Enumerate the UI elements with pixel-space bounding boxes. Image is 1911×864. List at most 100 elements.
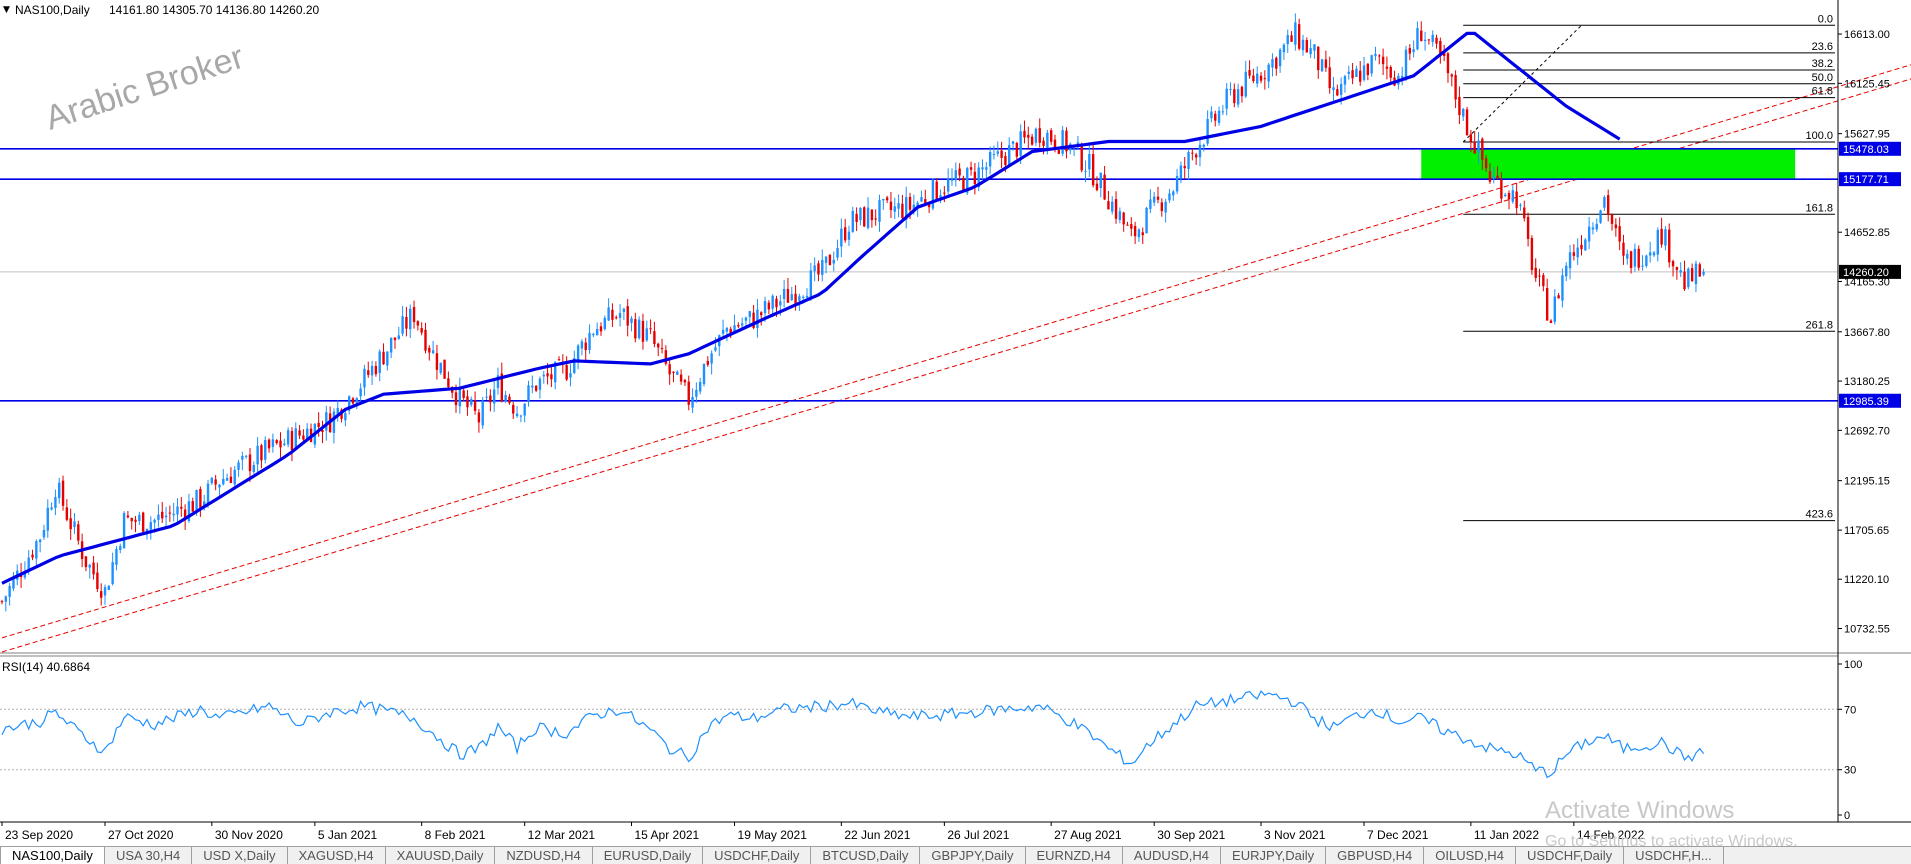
candle-body <box>1484 158 1488 169</box>
candle <box>1011 140 1015 151</box>
candle <box>4 595 8 612</box>
candle-body <box>222 478 225 485</box>
candle-body <box>1587 226 1591 242</box>
chart-tab[interactable]: USDCHF,Daily <box>1516 847 1625 864</box>
candle <box>73 513 76 535</box>
candle <box>1248 60 1251 79</box>
chart-tab[interactable]: XAGUSD,H4 <box>288 847 386 864</box>
candle <box>1702 268 1705 277</box>
chart-tab[interactable]: XAUUSD,Daily <box>386 847 496 864</box>
candle <box>1427 39 1431 45</box>
chart-tab[interactable]: EURJPY,Daily <box>1221 847 1327 864</box>
candle <box>1576 238 1579 265</box>
candle-body <box>1477 140 1480 153</box>
candle <box>363 364 366 396</box>
candle <box>1458 86 1461 125</box>
candle <box>286 427 290 448</box>
candle-body <box>538 378 542 390</box>
chart-tab[interactable]: GBPUSD,H4 <box>1326 847 1425 864</box>
chart-tab[interactable]: AUDUSD,H4 <box>1123 847 1222 864</box>
candle-body <box>927 204 931 208</box>
candle-body <box>1172 191 1175 196</box>
candle-body <box>966 168 969 193</box>
candle-body <box>325 412 328 431</box>
candle <box>214 474 217 491</box>
candle <box>653 321 656 348</box>
candle <box>1553 289 1556 325</box>
candle-body <box>611 309 614 320</box>
candle-body <box>225 477 229 481</box>
candle-body <box>286 430 290 445</box>
candle-body <box>1423 39 1427 41</box>
candle-body <box>725 327 729 332</box>
candle-body <box>737 325 740 327</box>
candle-body <box>954 170 958 181</box>
chart-tab[interactable]: EURUSD,Daily <box>593 847 704 864</box>
candle-body <box>1446 53 1450 74</box>
chart-tab[interactable]: USDCHF,H... <box>1624 847 1724 864</box>
candle-body <box>367 370 370 375</box>
candle <box>218 483 221 496</box>
candle-body <box>905 197 908 220</box>
candle <box>481 397 484 429</box>
candle-body <box>477 412 481 423</box>
candle <box>458 377 462 414</box>
candle-body <box>447 378 450 387</box>
level-price-tag <box>1839 393 1901 408</box>
candle <box>1503 192 1507 198</box>
candle-body <box>637 319 641 339</box>
candle <box>1412 40 1415 58</box>
candle-body <box>1332 87 1335 91</box>
candle-body <box>1561 275 1564 301</box>
candle-body <box>576 345 580 361</box>
candle-body <box>557 359 561 361</box>
candle <box>626 299 629 337</box>
candle-body <box>1049 130 1053 142</box>
chart-tab[interactable]: USA 30,H4 <box>105 847 193 864</box>
candle <box>1305 37 1309 53</box>
candle <box>496 367 500 395</box>
candle <box>588 324 591 354</box>
candle-body <box>1038 128 1041 143</box>
chart-tab[interactable]: GBPJPY,Daily <box>920 847 1026 864</box>
candle-body <box>691 396 694 408</box>
chart-tab[interactable]: BTCUSD,Daily <box>811 847 921 864</box>
chart-tab[interactable]: EURNZD,H4 <box>1026 847 1123 864</box>
candle-body <box>1565 265 1568 277</box>
candle <box>1603 195 1606 211</box>
candle-body <box>706 361 710 365</box>
candle-body <box>77 524 80 541</box>
candle-body <box>950 179 954 181</box>
candle <box>1294 13 1297 51</box>
candle <box>1172 190 1175 201</box>
candle <box>1278 47 1282 73</box>
candle <box>843 218 847 243</box>
candle-body <box>210 477 214 484</box>
candle <box>1477 132 1480 164</box>
candle-body <box>981 167 984 170</box>
candle-body <box>1362 65 1366 80</box>
candle <box>1637 245 1640 271</box>
candle-body <box>1404 49 1408 79</box>
chart-tab[interactable]: USDCHF,Daily <box>703 847 812 864</box>
chart-tab[interactable]: NAS100,Daily <box>0 847 105 864</box>
candle <box>519 414 523 423</box>
candle <box>233 466 236 487</box>
rsi-indicator-label: RSI(14) 40.6864 <box>2 660 90 674</box>
chart-tab[interactable]: USD X,Daily <box>192 847 288 864</box>
candle-body <box>1652 252 1656 256</box>
candle <box>515 405 519 418</box>
collapse-arrow-icon[interactable]: ▼ <box>3 5 10 15</box>
candle-body <box>92 562 95 575</box>
candle <box>393 337 397 349</box>
candle <box>1191 148 1194 161</box>
candle <box>1511 185 1515 204</box>
candle-body <box>172 513 175 516</box>
price-chart[interactable]: 0.023.638.250.061.8100.0161.8261.8423.6 … <box>0 0 1911 846</box>
chart-tab[interactable]: OILUSD,H4 <box>1424 847 1516 864</box>
candle <box>1668 223 1671 268</box>
candle <box>1027 126 1030 149</box>
chart-tab[interactable]: NZDUSD,H4 <box>495 847 593 864</box>
candle-body <box>199 489 202 509</box>
candle-body <box>771 295 774 309</box>
